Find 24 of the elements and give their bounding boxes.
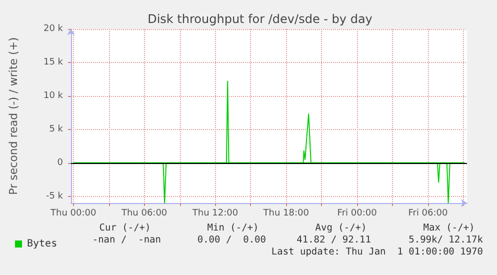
- x-tick-label: Thu 12:00: [191, 208, 238, 218]
- text: Avg (-/+): [315, 222, 367, 234]
- chart-title: Disk throughput for /dev/sde - by day: [148, 12, 372, 26]
- y-tick-label: -5 k: [46, 191, 64, 202]
- y-tick-label: 10 k: [43, 90, 64, 101]
- x-tick-label: Thu 18:00: [262, 208, 310, 218]
- text: -nan / -nan: [92, 234, 161, 246]
- y-axis-title: Pr second read (-) / write (+): [7, 37, 20, 195]
- text: 5.99k/ 12.17k: [408, 234, 484, 246]
- text: Min (-/+): [207, 222, 259, 234]
- x-tick-label: Thu 00:00: [50, 208, 96, 218]
- y-tick-label: 15 k: [43, 57, 64, 68]
- text: Last update: Thu Jan 1 01:00:00 1970: [271, 246, 484, 258]
- x-tick-label: Fri 00:00: [337, 208, 378, 218]
- y-tick-label: 20 k: [43, 24, 64, 34]
- text: 41.82 / 92.11: [296, 234, 372, 246]
- x-tick-label: Thu 06:00: [120, 208, 168, 218]
- y-tick-label: 0: [57, 158, 64, 168]
- text: 0.00 / 0.00: [197, 234, 266, 246]
- x-tick-label: Fri 06:00: [408, 208, 448, 218]
- text: Cur (-/+): [99, 222, 151, 234]
- text: Max (-/+): [423, 222, 475, 234]
- y-tick-label: 5 k: [49, 124, 64, 134]
- legend-label: Bytes: [27, 238, 58, 250]
